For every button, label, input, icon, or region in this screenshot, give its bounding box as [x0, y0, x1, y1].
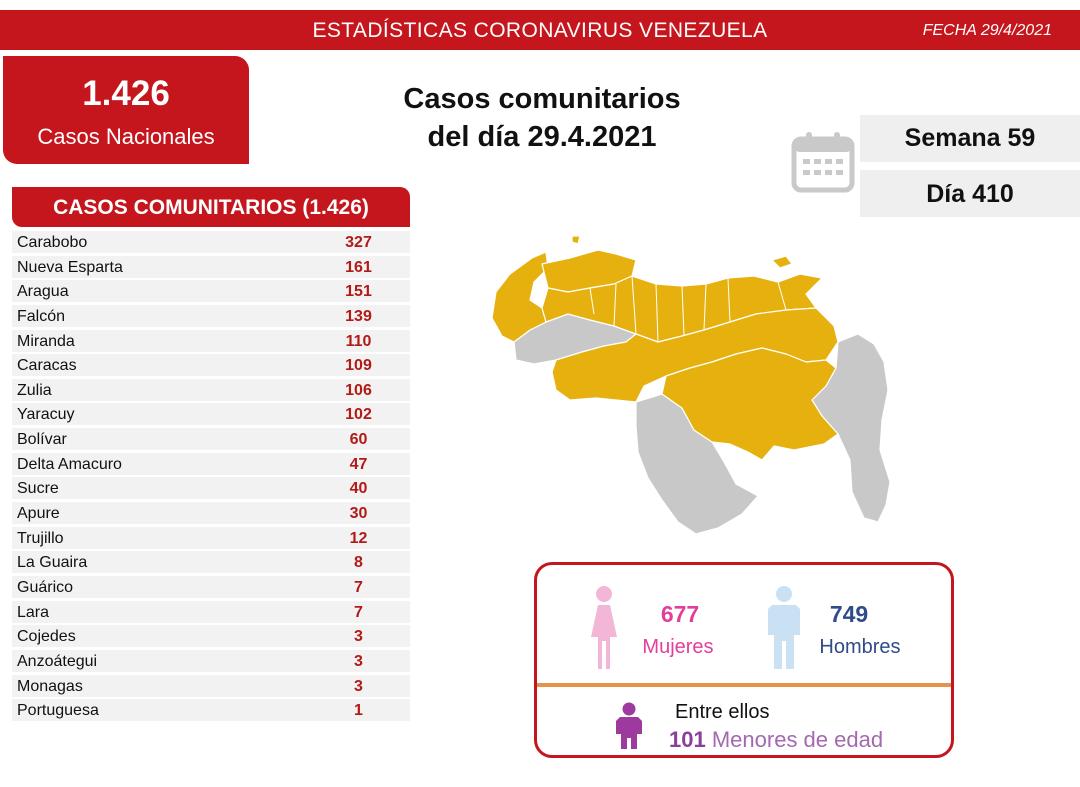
state-name: Apure	[12, 502, 307, 525]
header-bar: ESTADÍSTICAS CORONAVIRUS VENEZUELA FECHA…	[0, 10, 1080, 50]
minors-label: Menores de edad	[711, 727, 884, 752]
table-row: Aragua 151	[12, 280, 410, 303]
report-date: FECHA 29/4/2021	[922, 22, 1052, 39]
state-name: Zulia	[12, 378, 307, 401]
state-cases: 40	[307, 477, 410, 500]
state-name: Anzoátegui	[12, 649, 307, 672]
table-row: Lara 7	[12, 600, 410, 623]
calendar-icon	[791, 132, 855, 193]
male-count: 749	[829, 601, 869, 627]
minors-text: 101 Menores de edad	[669, 727, 883, 753]
minors-count: 101	[669, 727, 706, 752]
page-title: ESTADÍSTICAS CORONAVIRUS VENEZUELA	[312, 19, 768, 42]
national-cases-card: 1.426 Casos Nacionales	[3, 56, 249, 164]
divider	[537, 683, 951, 687]
table-row: Zulia 106	[12, 378, 410, 401]
state-cases: 327	[307, 231, 410, 253]
state-cases: 3	[307, 649, 410, 672]
state-cases: 161	[307, 255, 410, 278]
state-cases: 110	[307, 329, 410, 352]
gender-panel: 677 Mujeres 749 Hombres Entre ellos 101 …	[534, 562, 954, 758]
state-cases: 7	[307, 575, 410, 598]
national-cases-count: 1.426	[82, 74, 170, 113]
table-row: Monagas 3	[12, 674, 410, 697]
state-cases: 8	[307, 551, 410, 574]
table-header: CASOS COMUNITARIOS (1.426)	[12, 187, 410, 227]
table-row: Cojedes 3	[12, 625, 410, 648]
state-name: Carabobo	[12, 231, 307, 253]
state-name: Cojedes	[12, 625, 307, 648]
child-icon	[616, 702, 642, 749]
table-row: Trujillo 12	[12, 526, 410, 549]
state-name: Falcón	[12, 304, 307, 327]
national-cases-label: Casos Nacionales	[37, 124, 215, 149]
headline: Casos comunitarios del día 29.4.2021	[372, 80, 712, 156]
day-number: Día 410	[860, 170, 1080, 217]
table-row: Caracas 109	[12, 354, 410, 377]
table-row: Yaracuy 102	[12, 403, 410, 426]
state-cases: 7	[307, 600, 410, 623]
state-name: Delta Amacuro	[12, 452, 307, 475]
among-label: Entre ellos	[675, 701, 770, 723]
table-row: Portuguesa 1	[12, 699, 410, 722]
male-label: Hombres	[819, 636, 901, 658]
state-name: Lara	[12, 600, 307, 623]
headline-line1: Casos comunitarios	[403, 83, 681, 115]
state-cases: 151	[307, 280, 410, 303]
state-name: La Guaira	[12, 551, 307, 574]
state-cases: 47	[307, 452, 410, 475]
week-number: Semana 59	[860, 115, 1080, 162]
state-name: Yaracuy	[12, 403, 307, 426]
female-label: Mujeres	[642, 636, 714, 658]
state-name: Nueva Esparta	[12, 255, 307, 278]
state-cases: 109	[307, 354, 410, 377]
state-name: Portuguesa	[12, 699, 307, 722]
state-name: Bolívar	[12, 428, 307, 451]
table-row: Carabobo 327	[12, 231, 410, 253]
state-cases: 3	[307, 625, 410, 648]
table-row: Miranda 110	[12, 329, 410, 352]
table-row: Bolívar 60	[12, 428, 410, 451]
table-row: La Guaira 8	[12, 551, 410, 574]
state-cases: 60	[307, 428, 410, 451]
state-cases: 12	[307, 526, 410, 549]
state-name: Aragua	[12, 280, 307, 303]
woman-icon	[591, 586, 617, 669]
table-row: Nueva Esparta 161	[12, 255, 410, 278]
state-cases: 106	[307, 378, 410, 401]
man-icon	[768, 586, 800, 669]
table-row: Falcón 139	[12, 304, 410, 327]
table-row: Delta Amacuro 47	[12, 452, 410, 475]
state-cases: 139	[307, 304, 410, 327]
female-count: 677	[660, 601, 700, 627]
state-cases: 1	[307, 699, 410, 722]
cases-table: Carabobo 327 Nueva Esparta 161 Aragua 151 Falc…	[12, 231, 410, 724]
state-cases: 30	[307, 502, 410, 525]
state-name: Caracas	[12, 354, 307, 377]
state-name: Monagas	[12, 674, 307, 697]
state-cases: 3	[307, 674, 410, 697]
headline-line2: del día 29.4.2021	[427, 121, 657, 153]
table-row: Anzoátegui 3	[12, 649, 410, 672]
state-name: Guárico	[12, 575, 307, 598]
venezuela-map	[491, 235, 891, 535]
state-cases: 102	[307, 403, 410, 426]
state-name: Trujillo	[12, 526, 307, 549]
state-name: Miranda	[12, 329, 307, 352]
table-row: Guárico 7	[12, 575, 410, 598]
table-row: Sucre 40	[12, 477, 410, 500]
state-name: Sucre	[12, 477, 307, 500]
table-row: Apure 30	[12, 502, 410, 525]
